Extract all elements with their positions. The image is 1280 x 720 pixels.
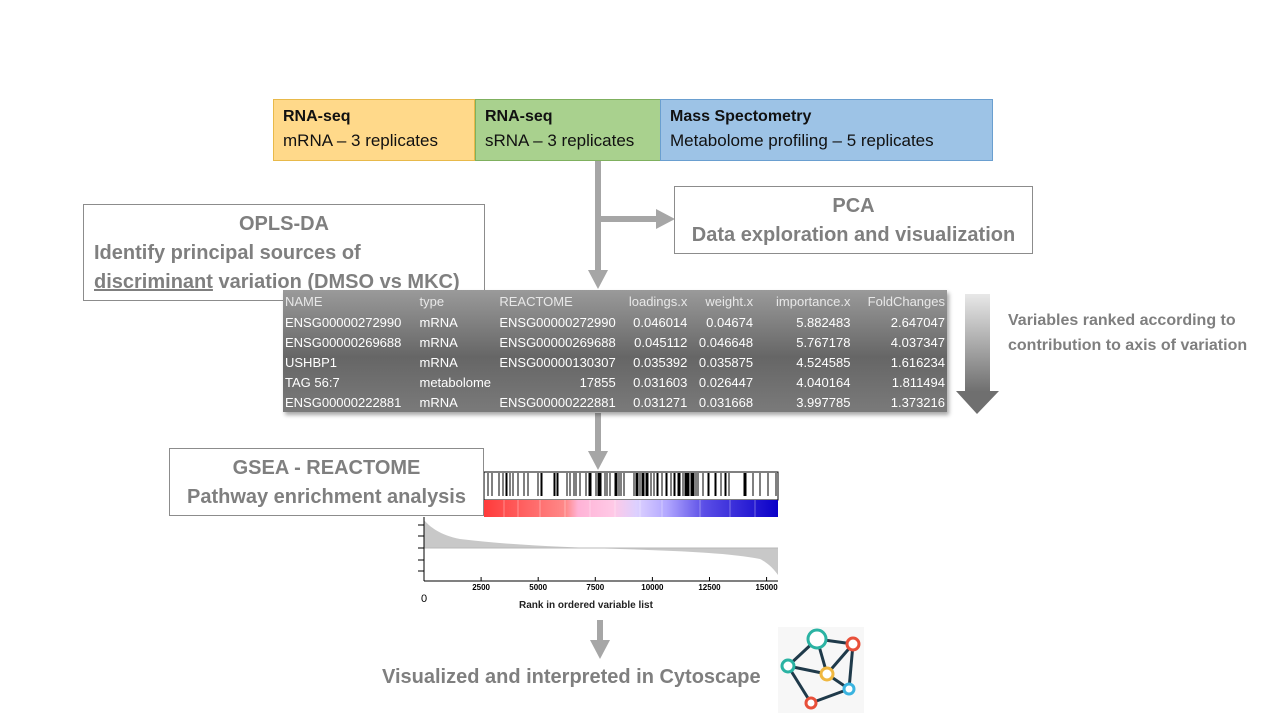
table-cell: 0.031668 (698, 394, 754, 410)
oplsda-title: OPLS-DA (239, 213, 329, 235)
gsea-x-ticks: 2500 5000 7500 10000 12500 15000 (472, 577, 778, 592)
gsea-box: GSEA - REACTOME Pathway enrichment analy… (169, 448, 484, 516)
table-cell: ENSG00000222881 (499, 394, 616, 410)
table-row: USHBP1 mRNA ENSG00000130307 0.035392 0.0… (283, 352, 947, 372)
table-cell: 4.524585 (796, 354, 851, 370)
column-header: REACTOME (499, 293, 573, 309)
input-title: RNA-seq (283, 108, 351, 125)
table-cell: 3.997785 (796, 394, 851, 410)
input-title: Mass Spectometry (670, 108, 812, 125)
network-icon (778, 627, 864, 713)
table-cell: 0.026447 (698, 374, 754, 390)
table-row: ENSG00000222881 mRNA ENSG00000222881 0.0… (283, 392, 947, 412)
column-header: FoldChanges (867, 293, 945, 309)
input-box-mrna: RNA-seq mRNA – 3 replicates (273, 99, 475, 161)
table-row: TAG 56:7 metabolome 17855 0.031603 0.026… (283, 372, 947, 392)
table-cell: mRNA (419, 354, 458, 370)
gsea-hit-lines (487, 473, 777, 496)
oplsda-underlined-word: discriminant (94, 271, 213, 293)
table-cell: 4.040164 (796, 374, 851, 390)
column-header: type (419, 293, 445, 309)
gsea-enrichment-plot: 2500 5000 7500 10000 12500 15000 0 (418, 471, 779, 605)
gsea-x-tick-label: 5000 (529, 583, 547, 592)
table-cell: ENSG00000269688 (499, 334, 616, 350)
table-cell: 5.767178 (796, 334, 851, 350)
table-cell: mRNA (419, 334, 458, 350)
pca-subtitle: Data exploration and visualization (691, 224, 1016, 246)
ranked-down-arrow (956, 294, 999, 414)
gsea-x-origin-label: 0 (421, 593, 427, 605)
column-header: NAME (285, 293, 323, 309)
table-cell: 1.373216 (890, 394, 945, 410)
gsea-x-tick-label: 7500 (586, 583, 604, 592)
gsea-y-axis-ticks (418, 524, 424, 572)
table-cell: 0.045112 (634, 334, 688, 350)
table-cell: 5.882483 (796, 314, 851, 330)
table-cell: TAG 56:7 (285, 374, 340, 390)
gsea-heatmap-stripes (503, 500, 756, 517)
gsea-subtitle: Pathway enrichment analysis (186, 486, 466, 508)
table-cell: ENSG00000272990 (285, 314, 402, 330)
column-header: importance.x (776, 293, 851, 309)
oplsda-line2-rest: variation (DMSO vs MKC) (212, 271, 460, 293)
oplsda-box: OPLS-DA Identify principal sources of di… (83, 204, 485, 301)
table-cell: 0.046014 (633, 314, 688, 330)
gsea-x-axis-label: Rank in ordered variable list (519, 600, 653, 611)
table-row: ENSG00000269688 mRNA ENSG00000269688 0.0… (283, 332, 947, 352)
pca-title: PCA (832, 195, 875, 217)
column-header: loadings.x (628, 293, 688, 309)
gsea-x-tick-label: 12500 (698, 583, 721, 592)
gsea-x-tick-label: 10000 (641, 583, 664, 592)
table-cell: mRNA (419, 314, 458, 330)
table-cell: 1.616234 (890, 354, 945, 370)
ranked-variables-table: NAME type REACTOME loadings.x weight.x i… (283, 290, 947, 412)
table-cell: 0.031603 (633, 374, 688, 390)
table-cell: 4.037347 (890, 334, 945, 350)
gsea-x-tick-label: 2500 (472, 583, 490, 592)
input-subtitle: mRNA – 3 replicates (283, 131, 438, 150)
table-cell: 0.031271 (633, 394, 688, 410)
table-cell: 0.046648 (698, 334, 754, 350)
table-cell: ENSG00000130307 (499, 354, 616, 370)
table-cell: 1.811494 (891, 374, 945, 390)
pca-box: PCA Data exploration and visualization (674, 186, 1033, 254)
table-cell: ENSG00000269688 (285, 334, 402, 350)
ranked-description: Variables ranked according to contributi… (1008, 312, 1248, 354)
table-cell: 0.04674 (706, 314, 754, 330)
input-box-metabolome: Mass Spectometry Metabolome profiling – … (660, 99, 993, 161)
table-cell: 0.035875 (698, 354, 754, 370)
table-header-row: NAME type REACTOME loadings.x weight.x i… (283, 290, 947, 312)
input-subtitle: Metabolome profiling – 5 replicates (670, 131, 934, 150)
table-cell: USHBP1 (285, 354, 338, 370)
table-cell: metabolome (419, 374, 492, 390)
gsea-heatmap-bar (484, 500, 778, 517)
table-cell: ENSG00000272990 (499, 314, 616, 330)
oplsda-line2: discriminant variation (DMSO vs MKC) (94, 268, 484, 297)
input-title: RNA-seq (485, 108, 553, 125)
oplsda-line1: Identify principal sources of (94, 242, 361, 264)
table-cell: 2.647047 (890, 314, 945, 330)
table-cell: 0.035392 (633, 354, 688, 370)
table-cell: 17855 (579, 374, 616, 390)
column-header: weight.x (705, 293, 754, 309)
input-subtitle: sRNA – 3 replicates (485, 131, 635, 150)
table-cell: mRNA (419, 394, 458, 410)
table-row: ENSG00000272990 mRNA ENSG00000272990 0.0… (283, 312, 947, 332)
gsea-x-tick-label: 15000 (755, 583, 778, 592)
gsea-title: GSEA - REACTOME (232, 457, 421, 479)
table-cell: ENSG00000222881 (285, 394, 402, 410)
cytoscape-label: Visualized and interpreted in Cytoscape (382, 666, 761, 688)
